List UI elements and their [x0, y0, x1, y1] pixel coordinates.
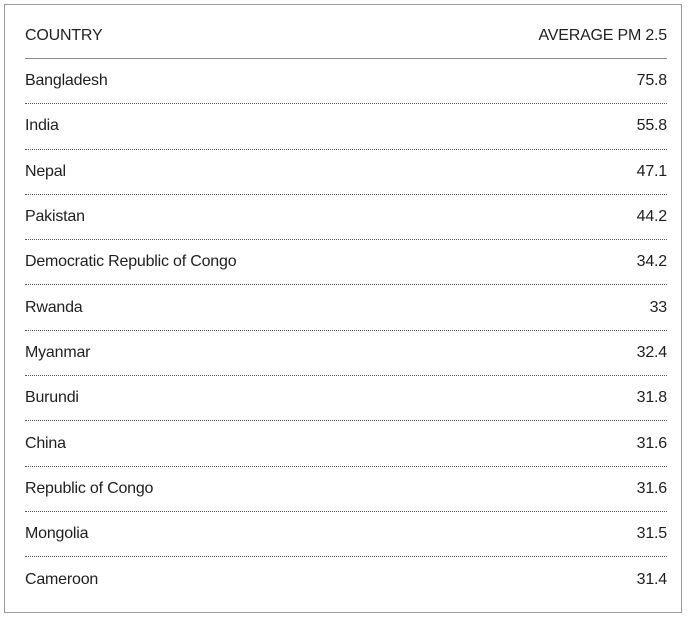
cell-average-pm25: 44.2 [636, 208, 668, 226]
cell-average-pm25: 34.2 [636, 253, 668, 271]
table-row: Burundi 31.8 [25, 376, 668, 422]
cell-country: China [25, 434, 66, 452]
table-row: Myanmar 32.4 [25, 331, 668, 377]
table-row: Bangladesh 75.8 [25, 59, 668, 105]
cell-country: Rwanda [25, 298, 83, 316]
cell-country: Pakistan [25, 208, 85, 226]
cell-country: India [25, 117, 59, 135]
table-header: COUNTRY AVERAGE PM 2.5 [25, 13, 667, 59]
table-row: China 31.6 [25, 421, 668, 467]
table-row: Republic of Congo 31.6 [25, 467, 667, 512]
column-header-average-pm25: AVERAGE PM 2.5 [538, 26, 667, 44]
cell-average-pm25: 33 [649, 298, 668, 316]
cell-average-pm25: 31.6 [636, 434, 668, 452]
table-frame: COUNTRY AVERAGE PM 2.5 Bangladesh 75.8 Ind… [4, 4, 682, 613]
cell-average-pm25: 32.4 [636, 343, 668, 361]
table-body: Bangladesh 75.8 India 55.8 Nepal 47.1 Pakistan… [25, 59, 667, 603]
cell-average-pm25: 55.8 [636, 117, 668, 135]
cell-country: Mongolia [25, 525, 89, 543]
cell-average-pm25: 31.8 [636, 389, 668, 407]
table-row: Rwanda 33 [25, 285, 668, 331]
cell-country: Nepal [25, 162, 66, 180]
cell-average-pm25: 75.8 [636, 72, 668, 90]
cell-country: Republic of Congo [25, 479, 154, 497]
table-row: Cameroon 31.4 [25, 557, 667, 602]
cell-country: Myanmar [25, 343, 91, 361]
cell-average-pm25: 31.4 [636, 570, 668, 588]
table-row: Pakistan 44.2 [25, 195, 668, 241]
cell-country: Cameroon [25, 570, 99, 588]
cell-average-pm25: 31.5 [636, 525, 668, 543]
cell-average-pm25: 47.1 [636, 162, 668, 180]
column-header-country: COUNTRY [25, 26, 103, 44]
pm25-table: COUNTRY AVERAGE PM 2.5 Bangladesh 75.8 Ind… [25, 13, 667, 603]
table-row: Nepal 47.1 [25, 150, 667, 195]
cell-average-pm25: 31.6 [636, 479, 668, 497]
table-row: India 55.8 [25, 104, 668, 150]
cell-country: Burundi [25, 389, 79, 407]
cell-country: Bangladesh [25, 72, 108, 90]
table-row: Mongolia 31.5 [25, 512, 668, 558]
cell-country: Democratic Republic of Congo [25, 253, 237, 271]
table-row: Democratic Republic of Congo 34.2 [25, 240, 668, 286]
